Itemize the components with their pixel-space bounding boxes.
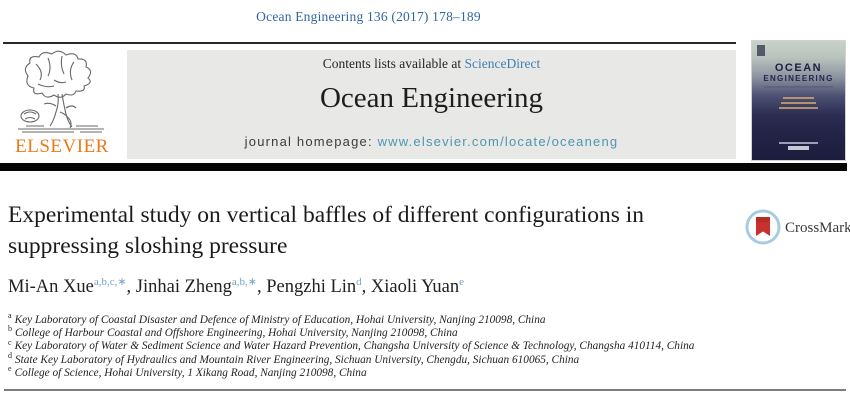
cover-footer-bar: [788, 146, 809, 150]
affiliation-text: Key Laboratory of Coastal Disaster and D…: [14, 314, 546, 326]
elsevier-wordmark: ELSEVIER: [15, 136, 109, 157]
sciencedirect-link[interactable]: ScienceDirect: [464, 56, 541, 71]
author-name: Mi-An Xue: [8, 277, 94, 297]
journal-banner: Contents lists available at ScienceDirec…: [127, 50, 736, 159]
elsevier-logo[interactable]: ELSEVIER: [6, 50, 118, 160]
author-affil-superscript[interactable]: a,b,∗: [231, 275, 257, 288]
author-name: Pengzhi Lin: [266, 277, 357, 297]
header-top-rule: [3, 42, 736, 44]
elsevier-tree-icon: [18, 50, 104, 133]
cover-title-word2: ENGINEERING: [763, 74, 834, 83]
citation-header-link[interactable]: Ocean Engineering 136 (2017) 178–189: [256, 9, 481, 24]
crossmark-wordmark: CrossMark: [785, 220, 850, 236]
affiliation-line: e College of Science, Hohai University, 1…: [8, 364, 768, 380]
author-list: Mi-An Xuea,b,c,∗, Jinhai Zhenga,b,∗, Pen…: [8, 275, 748, 298]
header-bottom-bar: [0, 163, 847, 171]
crossmark-badge[interactable]: CrossMark: [745, 209, 850, 249]
cover-publisher-emblem: [757, 45, 765, 56]
affiliation-line: a Key Laboratory of Coastal Disaster and …: [8, 311, 768, 327]
journal-title: Ocean Engineering: [319, 82, 544, 114]
homepage-prefix: journal homepage:: [244, 134, 378, 149]
affiliation-text: College of Science, Hohai University, 1 …: [14, 366, 367, 379]
contents-line: Contents lists available at ScienceDirec…: [127, 56, 736, 72]
affiliation-superscript: a: [8, 311, 12, 321]
author-separator: ,: [361, 277, 371, 297]
affiliation-superscript: e: [8, 364, 12, 374]
affiliation-superscript: d: [8, 350, 12, 360]
homepage-line: journal homepage: www.elsevier.com/locat…: [127, 134, 736, 149]
article-title: Experimental study on vertical baffles o…: [8, 202, 645, 259]
cover-editor-bar: [779, 107, 818, 109]
affiliation-superscript: b: [8, 324, 12, 334]
affiliation-line: c Key Laboratory of Water & Sediment Scie…: [8, 337, 768, 353]
author-affil-superscript[interactable]: a,b,c,∗: [93, 275, 127, 288]
homepage-url-link[interactable]: www.elsevier.com/locate/oceaneng: [377, 134, 619, 149]
affiliation-list: a Key Laboratory of Coastal Disaster and …: [8, 311, 768, 380]
section-divider-rule: [4, 389, 846, 391]
crossmark-icon: [745, 209, 781, 245]
cover-editor-bar: [783, 97, 814, 99]
affiliation-text: College of Harbour Coastal and Offshore …: [15, 327, 458, 340]
author-separator: ,: [126, 277, 136, 297]
affiliation-text: State Key Laboratory of Hydraulics and M…: [15, 353, 580, 366]
journal-cover-thumbnail[interactable]: OCEAN ENGINEERING: [752, 41, 845, 160]
cover-editor-bar: [781, 102, 816, 104]
affiliation-superscript: c: [8, 337, 12, 347]
cover-footer-bar: [779, 142, 818, 144]
author-separator: ,: [256, 277, 267, 297]
author-affil-superscript[interactable]: d: [356, 275, 362, 288]
cover-title-word1: OCEAN: [774, 62, 823, 74]
author-affil-superscript[interactable]: e: [459, 275, 464, 288]
affiliation-line: b College of Harbour Coastal and Offshore…: [8, 324, 768, 340]
cover-subtitle-bar: [764, 86, 833, 88]
affiliation-line: d State Key Laboratory of Hydraulics and …: [8, 350, 768, 367]
author-name: Xiaoli Yuan: [370, 277, 460, 297]
contents-prefix: Contents lists available at: [322, 56, 465, 71]
affiliation-text: Key Laboratory of Water & Sediment Scien…: [14, 340, 695, 353]
author-name: Jinhai Zheng: [135, 277, 232, 297]
